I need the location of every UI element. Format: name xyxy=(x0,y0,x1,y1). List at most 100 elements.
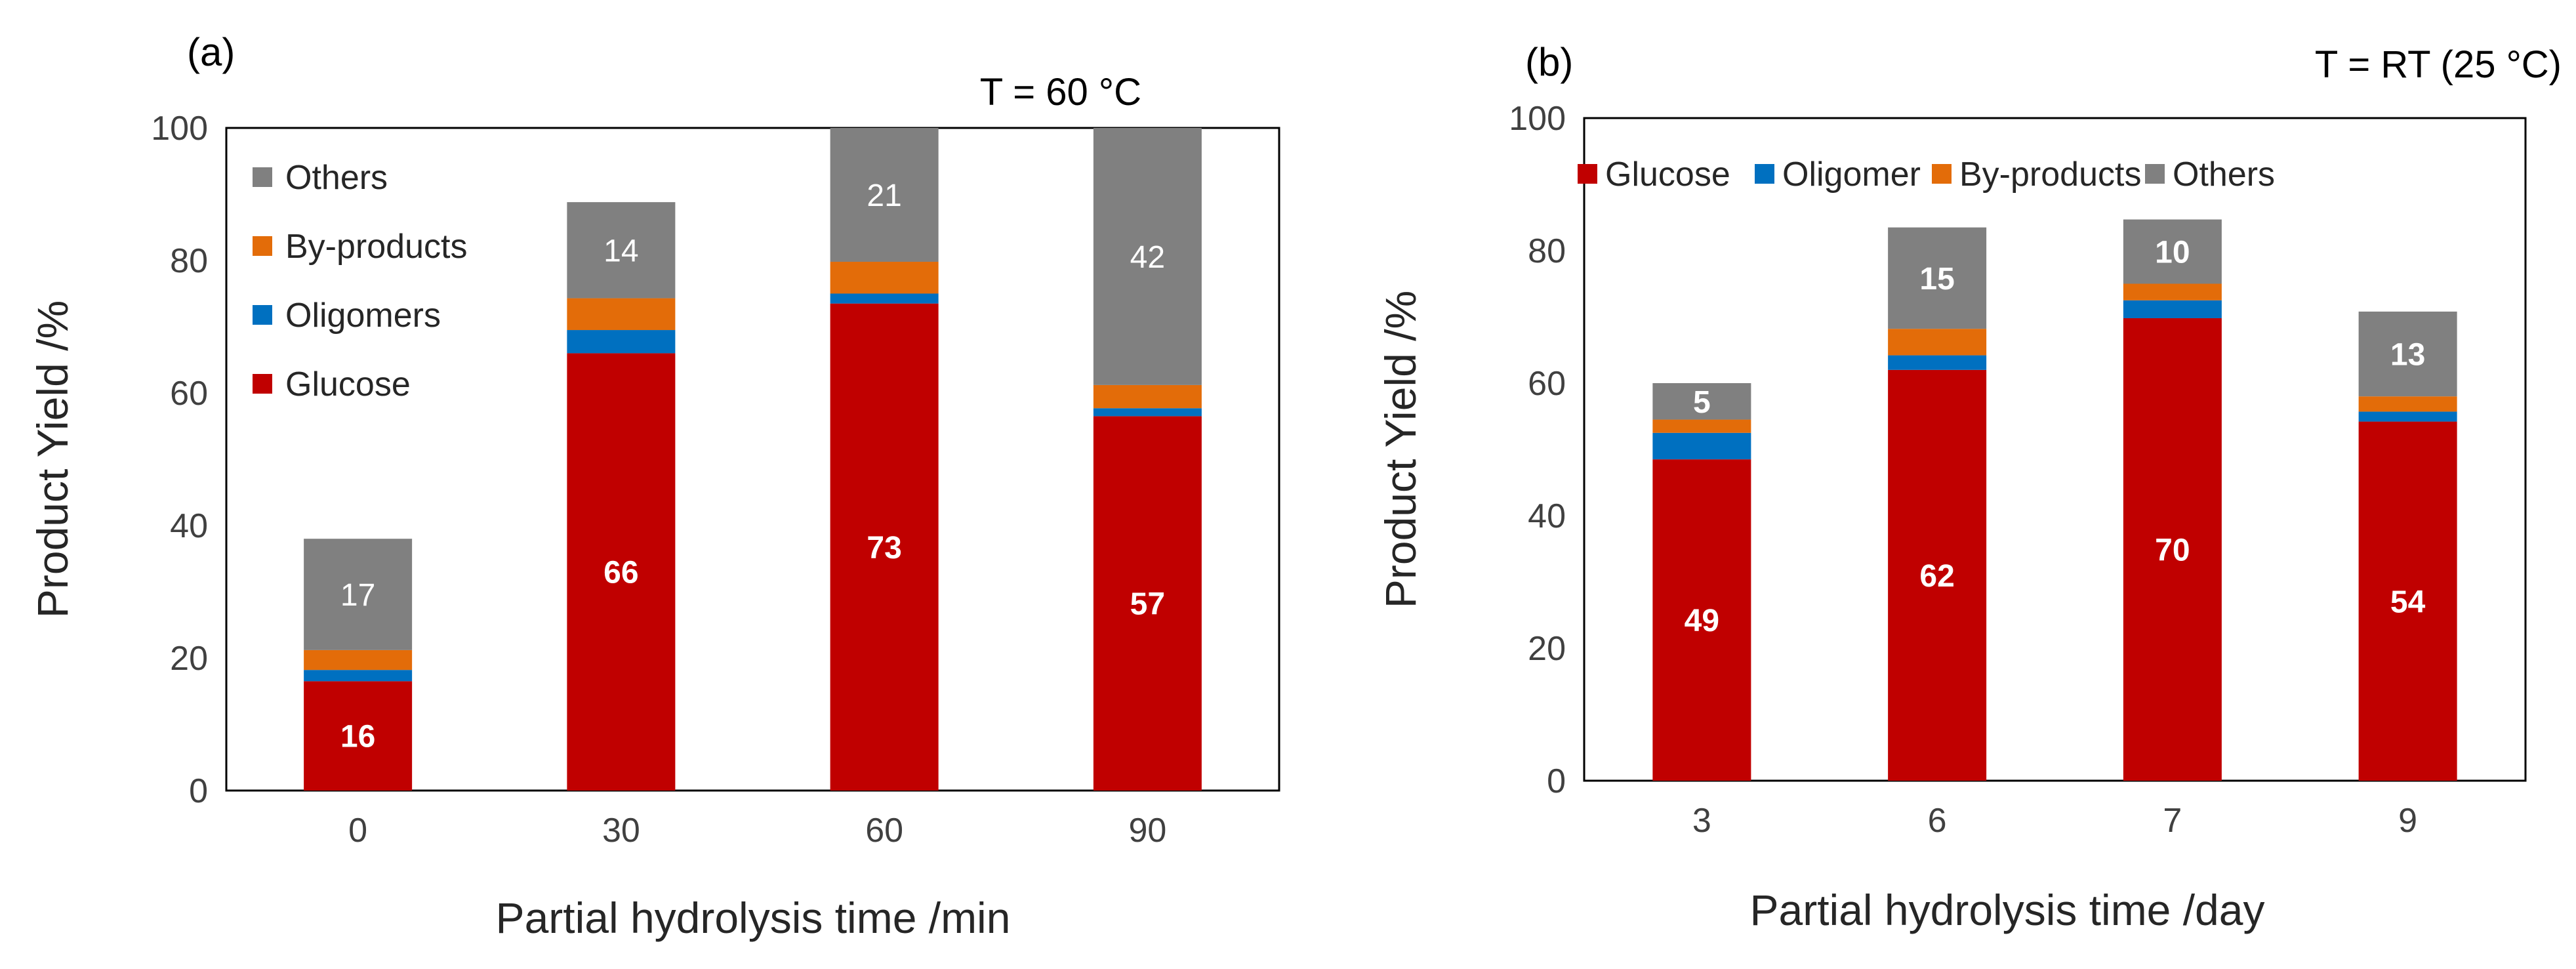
bar-others-90 xyxy=(1093,128,1202,385)
legend-label: Glucose xyxy=(1605,155,1730,194)
y-ticks-a: 0 20 40 60 80 100 xyxy=(151,110,208,810)
bar-oligomer-7 xyxy=(2123,300,2222,319)
bar-by-products-0 xyxy=(304,649,413,670)
bars-a: 16 17 66 14 73 21 57 42 xyxy=(304,128,1202,791)
y-tick-label: 40 xyxy=(170,507,208,545)
data-label: 73 xyxy=(867,531,901,566)
x-tick-label: 0 xyxy=(348,812,367,850)
x-axis-title-b: Partial hydrolysis time /day xyxy=(1750,886,2265,934)
data-label: 10 xyxy=(2155,236,2190,270)
x-ticks-a: 0 30 60 90 xyxy=(348,812,1166,850)
bars-b: 49 5 62 15 70 10 54 13 xyxy=(1652,219,2457,781)
condition-label-b: T = RT (25 °C) xyxy=(2315,43,2562,86)
panel-b: (b) T = RT (25 °C) Product Yield /% Part… xyxy=(1376,40,2562,934)
y-tick-label: 60 xyxy=(170,375,208,413)
data-label: 57 xyxy=(1130,587,1165,622)
x-tick-label: 6 xyxy=(1928,802,1947,840)
x-ticks-b: 3 6 7 9 xyxy=(1692,802,2417,840)
bar-by-products-90 xyxy=(1093,384,1202,409)
bar-by-products-9 xyxy=(2358,396,2457,412)
legend-a: Others By-products Oligomers Glucose xyxy=(253,159,467,403)
bar-glucose-0 xyxy=(304,681,413,791)
legend-label: Others xyxy=(285,159,388,197)
legend-swatch xyxy=(1578,164,1597,184)
y-tick-label: 80 xyxy=(1528,232,1566,270)
bar-glucose-90 xyxy=(1093,416,1202,791)
x-tick-label: 7 xyxy=(2163,802,2182,840)
bar-by-products-30 xyxy=(567,298,676,331)
data-label: 70 xyxy=(2155,533,2190,568)
bar-oligomers-60 xyxy=(830,293,939,304)
bar-oligomers-0 xyxy=(304,670,413,682)
data-label: 5 xyxy=(1693,385,1711,420)
x-tick-label: 9 xyxy=(2398,802,2417,840)
y-tick-label: 20 xyxy=(1528,630,1566,668)
data-label: 21 xyxy=(867,178,901,213)
bar-others-6 xyxy=(1888,227,1987,329)
bar-glucose-6 xyxy=(1888,369,1987,781)
bar-others-30 xyxy=(567,202,676,299)
data-label: 13 xyxy=(2390,338,2425,373)
bar-oligomer-9 xyxy=(2358,411,2457,422)
bar-others-0 xyxy=(304,539,413,650)
bar-glucose-3 xyxy=(1652,459,1751,781)
x-tick-label: 90 xyxy=(1128,812,1166,850)
data-label: 15 xyxy=(1919,262,1954,297)
y-tick-label: 100 xyxy=(151,110,208,148)
legend-label: By-products xyxy=(1959,155,2141,194)
legend-swatch xyxy=(253,167,272,187)
bar-glucose-30 xyxy=(567,353,676,791)
data-label: 62 xyxy=(1919,559,1954,594)
bar-by-products-7 xyxy=(2123,283,2222,300)
y-tick-label: 40 xyxy=(1528,497,1566,535)
legend-swatch xyxy=(253,374,272,394)
bar-oligomer-6 xyxy=(1888,355,1987,370)
panel-label-b: (b) xyxy=(1525,40,1573,84)
data-label: 14 xyxy=(603,234,638,268)
legend-swatch xyxy=(253,305,272,325)
legend-swatch xyxy=(1932,164,1952,184)
bar-oligomers-30 xyxy=(567,330,676,354)
x-tick-label: 3 xyxy=(1692,802,1711,840)
data-label: 17 xyxy=(340,578,375,613)
x-tick-label: 30 xyxy=(602,812,640,850)
y-axis-title-b: Product Yield /% xyxy=(1376,291,1425,608)
bar-by-products-6 xyxy=(1888,329,1987,356)
condition-label-a: T = 60 °C xyxy=(980,71,1141,113)
data-label: 66 xyxy=(603,556,638,590)
data-label: 42 xyxy=(1130,240,1165,275)
y-tick-label: 60 xyxy=(1528,365,1566,403)
y-tick-label: 100 xyxy=(1509,100,1566,138)
legend-swatch xyxy=(2145,164,2165,184)
data-label: 54 xyxy=(2390,585,2426,619)
y-tick-label: 0 xyxy=(1547,762,1566,800)
panel-a: (a) T = 60 °C Product Yield /% Partial h… xyxy=(28,30,1280,942)
y-tick-label: 80 xyxy=(170,242,208,280)
legend-b: Glucose Oligomer By-products Others xyxy=(1578,155,2275,194)
bar-glucose-7 xyxy=(2123,318,2222,781)
y-tick-label: 0 xyxy=(189,772,208,810)
legend-swatch xyxy=(1755,164,1774,184)
bar-others-9 xyxy=(2358,311,2457,397)
bar-by-products-3 xyxy=(1652,419,1751,433)
data-label: 16 xyxy=(340,720,375,754)
x-axis-title-a: Partial hydrolysis time /min xyxy=(496,894,1011,942)
bar-glucose-9 xyxy=(2358,421,2457,781)
bar-others-3 xyxy=(1652,383,1751,420)
legend-label: Oligomer xyxy=(1782,155,1921,194)
y-axis-title-a: Product Yield /% xyxy=(28,300,77,618)
y-tick-label: 20 xyxy=(170,640,208,678)
bar-others-7 xyxy=(2123,219,2222,284)
bar-by-products-60 xyxy=(830,262,939,294)
bar-glucose-60 xyxy=(830,303,939,791)
bar-oligomer-3 xyxy=(1652,432,1751,460)
data-label: 49 xyxy=(1685,604,1719,638)
legend-label: By-products xyxy=(285,228,467,266)
legend-label: Others xyxy=(2173,155,2275,194)
legend-swatch xyxy=(253,236,272,256)
bar-oligomers-90 xyxy=(1093,408,1202,417)
legend-label: Glucose xyxy=(285,365,411,403)
y-ticks-b: 0 20 40 60 80 100 xyxy=(1509,100,1566,800)
x-tick-label: 60 xyxy=(865,812,903,850)
